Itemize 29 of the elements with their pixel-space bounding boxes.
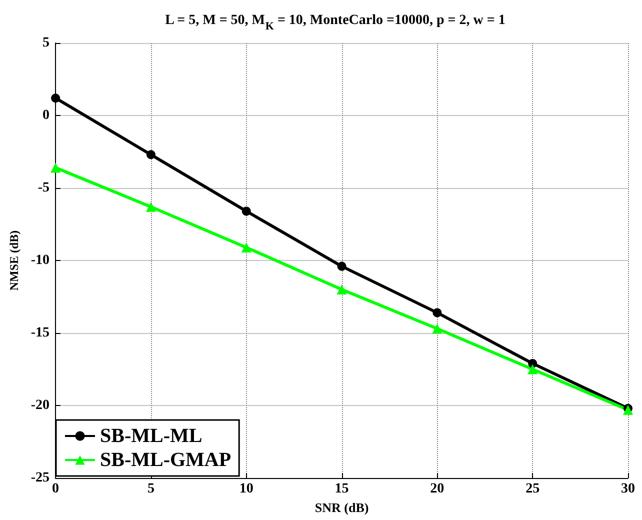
y-tick-label: -10 (30, 253, 50, 268)
point (146, 150, 156, 160)
point (241, 242, 252, 252)
legend-label: SB-ML-GMAP (100, 449, 232, 471)
point (51, 94, 60, 103)
x-tick-label: 20 (430, 482, 444, 496)
point (432, 324, 442, 334)
point (146, 202, 156, 212)
point (337, 262, 346, 271)
x-axis-title: SNR (dB) (314, 500, 369, 515)
x-tick-label: 0 (52, 482, 60, 496)
point (432, 308, 442, 318)
x-tick-label: 25 (526, 482, 540, 496)
x-tick-label: 10 (239, 482, 254, 496)
legend-label: SB-ML-ML (100, 425, 202, 447)
point (336, 284, 347, 294)
point (528, 364, 538, 374)
point (50, 162, 61, 173)
y-tick-label: -15 (30, 326, 50, 340)
y-tick-label: -20 (30, 398, 50, 413)
y-tick-label: -25 (30, 470, 50, 486)
y-tick-label: -5 (38, 180, 50, 196)
x-tick-label: 5 (147, 482, 154, 496)
y-axis-title: NMSE (dB) (7, 230, 21, 291)
x-tick-label: 30 (621, 482, 635, 496)
y-tick-label: 0 (42, 108, 50, 123)
y-tick-label: 5 (42, 36, 50, 50)
x-tick-label: 15 (334, 482, 349, 496)
point (242, 206, 251, 216)
